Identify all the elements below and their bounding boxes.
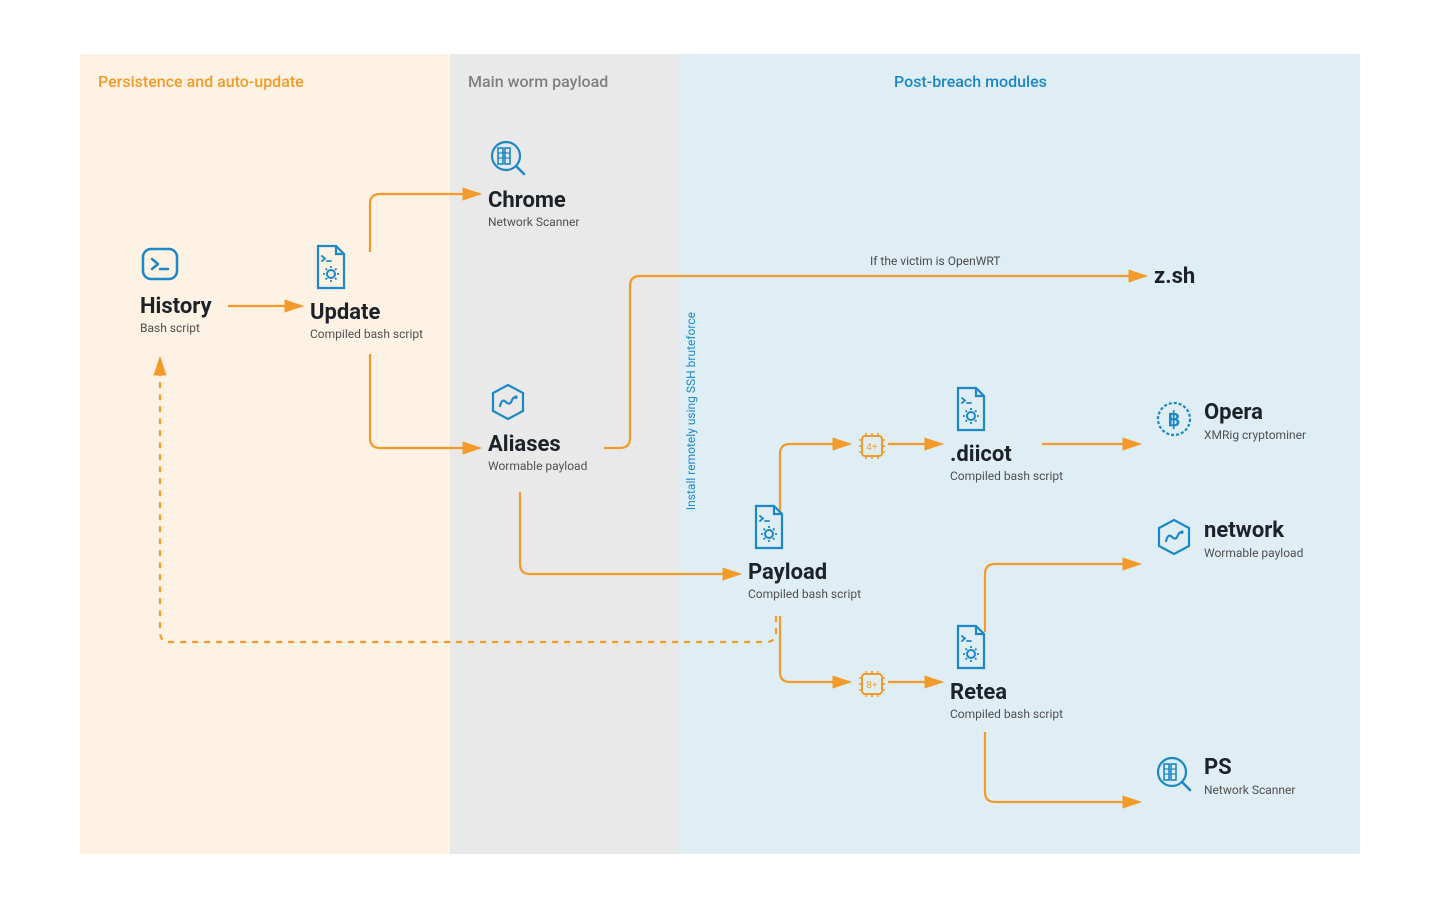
node-subtitle: Compiled bash script (748, 587, 861, 601)
node-history: History Bash script (140, 244, 212, 335)
node-subtitle: Network Scanner (488, 215, 579, 229)
node-retea: Retea Compiled bash script (950, 624, 1063, 721)
script-icon (748, 504, 861, 554)
node-opera: ฿ Opera XMRig cryptominer (1154, 399, 1306, 443)
script-icon (310, 244, 423, 294)
node-subtitle: XMRig cryptominer (1204, 428, 1306, 442)
node-title: .diicot (950, 442, 1063, 467)
node-title: History (140, 294, 212, 319)
node-subtitle: Wormable payload (488, 459, 587, 473)
region-persistence (80, 54, 450, 854)
node-update: Update Compiled bash script (310, 244, 423, 341)
netscanner-icon (1154, 754, 1194, 798)
region-title-main: Main worm payload (468, 72, 608, 91)
node-title: z.sh (1154, 264, 1195, 289)
node-chrome: Chrome Network Scanner (488, 138, 579, 229)
node-diicot: .diicot Compiled bash script (950, 386, 1063, 483)
region-title-persistence: Persistence and auto-update (98, 72, 304, 91)
vertical-label-ssh: Install remotely using SSH bruteforce (684, 312, 698, 510)
node-title: Opera (1204, 400, 1306, 425)
svg-text:4+: 4+ (866, 442, 878, 453)
node-subtitle: Compiled bash script (950, 707, 1063, 721)
node-subtitle: Network Scanner (1204, 783, 1295, 797)
node-title: Update (310, 300, 423, 325)
node-subtitle: Wormable payload (1204, 546, 1303, 560)
worm-icon (488, 382, 587, 426)
node-subtitle: Compiled bash script (950, 469, 1063, 483)
node-subtitle: Bash script (140, 321, 212, 335)
diagram-canvas: Persistence and auto-update Main worm pa… (80, 54, 1360, 854)
node-title: Retea (950, 680, 1063, 705)
node-subtitle: Compiled bash script (310, 327, 423, 341)
node-title: network (1204, 518, 1303, 543)
node-ps: PS Network Scanner (1154, 754, 1295, 798)
bitcoin-icon: ฿ (1154, 399, 1194, 443)
node-title: Chrome (488, 188, 579, 213)
worm-icon (1154, 517, 1194, 561)
chip-8plus: 8+ (856, 668, 888, 704)
node-aliases: Aliases Wormable payload (488, 382, 587, 473)
script-icon (950, 386, 1063, 436)
netscanner-icon (488, 138, 579, 182)
svg-text:฿: ฿ (1168, 407, 1181, 431)
region-title-post: Post-breach modules (894, 72, 1047, 91)
script-icon (950, 624, 1063, 674)
node-zsh: z.sh (1154, 264, 1195, 289)
node-title: Payload (748, 560, 861, 585)
node-payload: Payload Compiled bash script (748, 504, 861, 601)
chip-4plus: 4+ (856, 430, 888, 466)
edge-label-openwrt: If the victim is OpenWRT (870, 254, 1000, 268)
node-title: Aliases (488, 432, 587, 457)
terminal-icon (140, 244, 212, 288)
node-title: PS (1204, 755, 1295, 780)
node-network: network Wormable payload (1154, 517, 1303, 561)
svg-text:8+: 8+ (866, 680, 878, 691)
